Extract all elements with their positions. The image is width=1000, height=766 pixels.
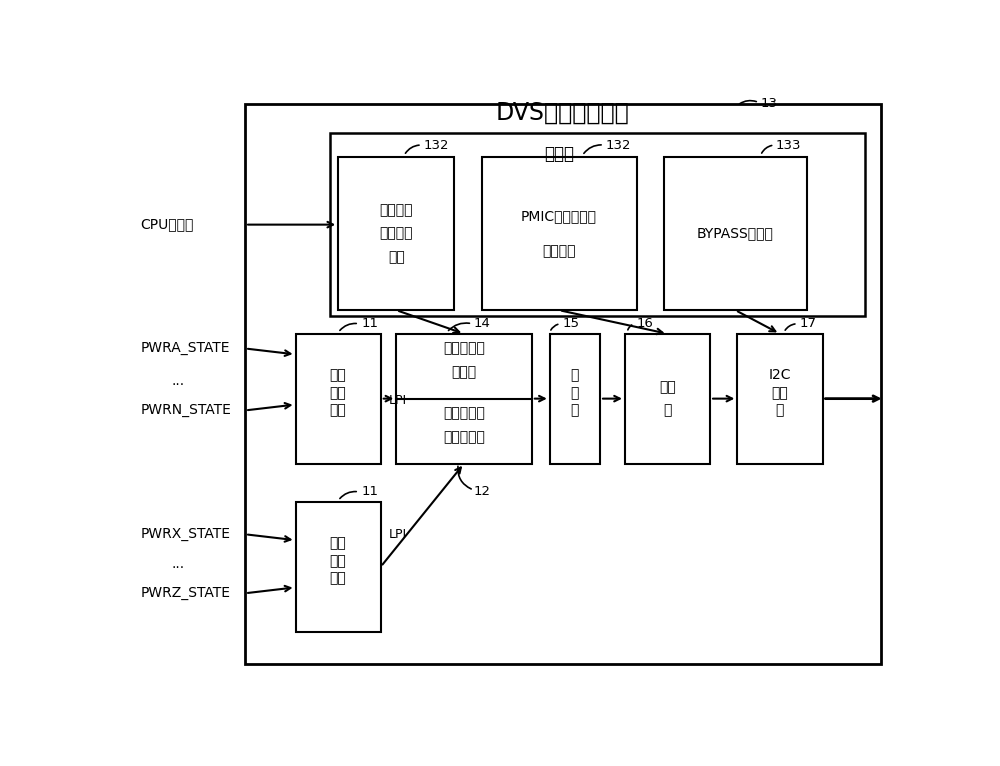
Bar bbox=[296, 334, 381, 463]
Text: I2C: I2C bbox=[769, 368, 791, 382]
Text: PMIC操作预置数: PMIC操作预置数 bbox=[521, 209, 597, 223]
Text: 裁: 裁 bbox=[571, 386, 579, 400]
Text: 单元: 单元 bbox=[330, 404, 347, 417]
Text: 制单元: 制单元 bbox=[452, 365, 477, 379]
Text: ...: ... bbox=[172, 374, 185, 388]
Text: 制配置寄: 制配置寄 bbox=[380, 227, 413, 241]
Text: PWRA_STATE: PWRA_STATE bbox=[140, 342, 230, 355]
Text: 状态: 状态 bbox=[330, 368, 347, 382]
Bar bbox=[550, 334, 600, 463]
Text: PWRN_STATE: PWRN_STATE bbox=[140, 404, 231, 417]
Text: 状态: 状态 bbox=[659, 380, 676, 394]
Text: DVS电压控制装置: DVS电压控制装置 bbox=[496, 100, 630, 125]
Text: ...: ... bbox=[172, 557, 185, 571]
Text: 器: 器 bbox=[776, 404, 784, 417]
Bar bbox=[625, 334, 710, 463]
Text: 硬件主动触: 硬件主动触 bbox=[443, 407, 485, 421]
Text: 器: 器 bbox=[571, 404, 579, 417]
Text: 133: 133 bbox=[776, 139, 802, 152]
Text: 13: 13 bbox=[761, 97, 778, 110]
Text: 14: 14 bbox=[474, 317, 491, 330]
Text: 132: 132 bbox=[606, 139, 631, 152]
Bar bbox=[664, 157, 807, 310]
Text: 软硬件控: 软硬件控 bbox=[380, 203, 413, 217]
Text: 11: 11 bbox=[361, 317, 378, 330]
Text: 机: 机 bbox=[663, 404, 672, 417]
Text: LPI: LPI bbox=[388, 528, 407, 541]
Text: 状态: 状态 bbox=[330, 536, 347, 550]
Bar bbox=[737, 334, 822, 463]
Text: LPI: LPI bbox=[388, 394, 407, 408]
Text: PWRX_STATE: PWRX_STATE bbox=[140, 527, 230, 542]
Text: 单元: 单元 bbox=[330, 571, 347, 585]
Text: BYPASS寄存器: BYPASS寄存器 bbox=[697, 227, 774, 241]
Text: 11: 11 bbox=[361, 486, 378, 499]
Text: CPU配置口: CPU配置口 bbox=[140, 218, 194, 231]
Text: PWRZ_STATE: PWRZ_STATE bbox=[140, 586, 230, 601]
Text: 16: 16 bbox=[637, 317, 653, 330]
Bar bbox=[245, 103, 881, 664]
Text: 软件触发控: 软件触发控 bbox=[443, 342, 485, 355]
Text: 控制: 控制 bbox=[772, 386, 788, 400]
Text: 监测: 监测 bbox=[330, 386, 347, 400]
Text: 发控制单元: 发控制单元 bbox=[443, 430, 485, 444]
Text: 存器: 存器 bbox=[388, 250, 405, 264]
Bar bbox=[338, 157, 454, 310]
Text: 17: 17 bbox=[799, 317, 816, 330]
Bar bbox=[482, 157, 637, 310]
Text: 15: 15 bbox=[563, 317, 580, 330]
Bar bbox=[396, 334, 532, 463]
Text: 据寄存器: 据寄存器 bbox=[542, 244, 576, 258]
Bar bbox=[330, 133, 865, 316]
Text: 12: 12 bbox=[474, 486, 491, 499]
Text: 132: 132 bbox=[423, 139, 449, 152]
Text: 监测: 监测 bbox=[330, 554, 347, 568]
Text: 寄存器: 寄存器 bbox=[544, 145, 574, 163]
Text: 仲: 仲 bbox=[571, 368, 579, 382]
Bar bbox=[296, 502, 381, 632]
